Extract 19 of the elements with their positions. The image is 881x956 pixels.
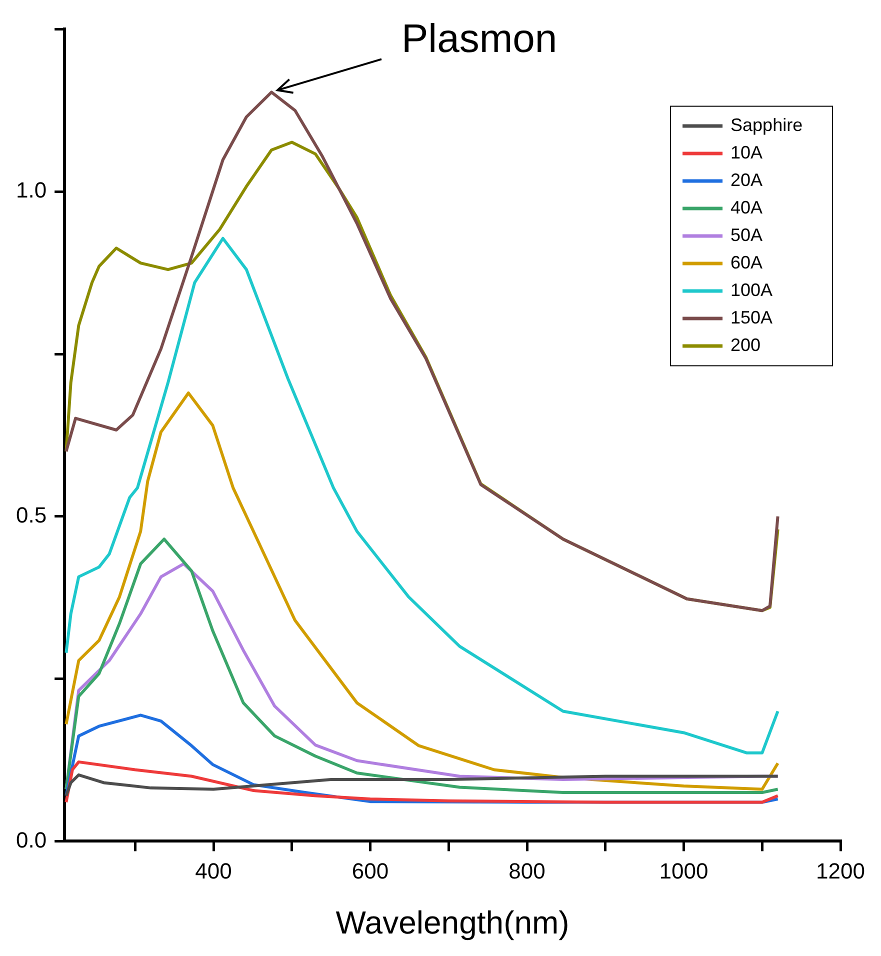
annotation: Plasmon (402, 17, 558, 62)
x-tick-label: 600 (352, 858, 389, 884)
legend-label: 20A (730, 170, 763, 190)
legend-label: 100A (730, 280, 773, 300)
y-tick-label: 0.5 (16, 502, 47, 528)
legend-label: Sapphire (730, 114, 803, 135)
y-tick-label: 0.0 (16, 827, 47, 852)
legend-label: 50A (730, 224, 763, 245)
x-tick-label: 800 (508, 858, 546, 884)
legend-label: 200 (730, 334, 761, 355)
x-tick-label: 1200 (816, 858, 866, 884)
x-axis-title: Wavelength(nm) (336, 904, 570, 941)
legend-label: 40A (730, 197, 763, 218)
legend-label: 150A (730, 307, 773, 328)
x-tick-label: 1000 (659, 858, 708, 884)
x-tick-label: 400 (195, 858, 232, 884)
legend-label: 60A (730, 252, 763, 272)
legend-label: 10A (730, 142, 763, 162)
y-tick-label: 1.0 (16, 178, 47, 203)
